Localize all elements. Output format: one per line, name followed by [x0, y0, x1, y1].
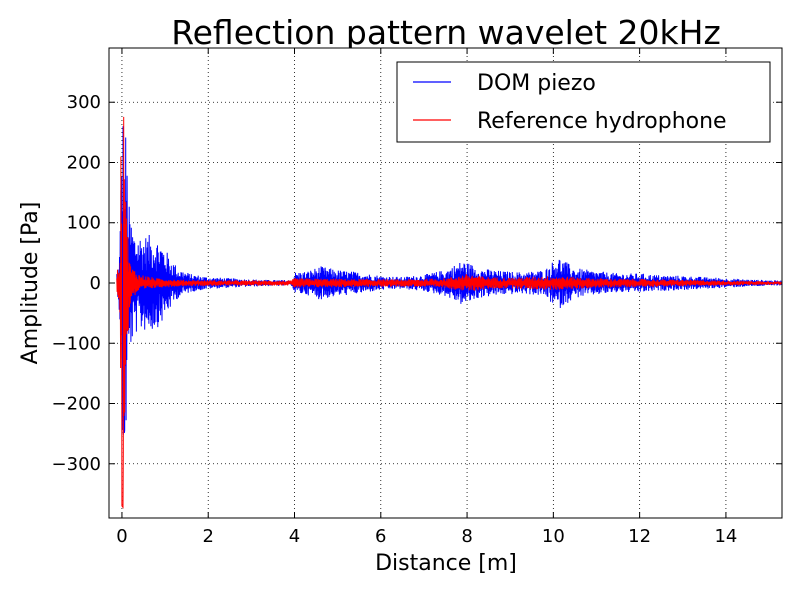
chart-title: Reflection pattern wavelet 20kHz — [171, 13, 721, 52]
x-tick-label: 0 — [116, 526, 127, 547]
y-ticks: −300 −200 −100 0 100 200 300 — [52, 92, 782, 475]
legend-box — [396, 61, 771, 143]
y-tick-label: −100 — [52, 333, 101, 354]
x-tick-label: 8 — [461, 526, 472, 547]
y-tick-label: −200 — [52, 394, 101, 415]
x-tick-label: 2 — [202, 526, 213, 547]
y-axis-label: Amplitude [Pa] — [18, 202, 43, 365]
y-tick-label: 300 — [67, 92, 101, 113]
y-tick-label: 0 — [90, 273, 101, 294]
x-tick-label: 12 — [628, 526, 651, 547]
legend-label-dom-piezo: DOM piezo — [477, 71, 596, 96]
legend: DOM piezo Reference hydrophone — [396, 61, 771, 143]
y-tick-label: 200 — [67, 152, 101, 173]
y-tick-label: 100 — [67, 213, 101, 234]
legend-label-reference-hydrophone: Reference hydrophone — [477, 109, 727, 134]
x-tick-label: 14 — [714, 526, 737, 547]
y-tick-label: −300 — [52, 454, 101, 475]
x-ticks: 0 2 4 6 8 10 12 14 — [116, 48, 737, 547]
series-line-reference-hydrophone — [116, 116, 782, 509]
x-tick-label: 10 — [542, 526, 565, 547]
x-tick-label: 6 — [375, 526, 386, 547]
x-tick-label: 4 — [289, 526, 300, 547]
plot-frame — [108, 47, 783, 519]
x-axis-label: Distance [m] — [375, 551, 517, 576]
